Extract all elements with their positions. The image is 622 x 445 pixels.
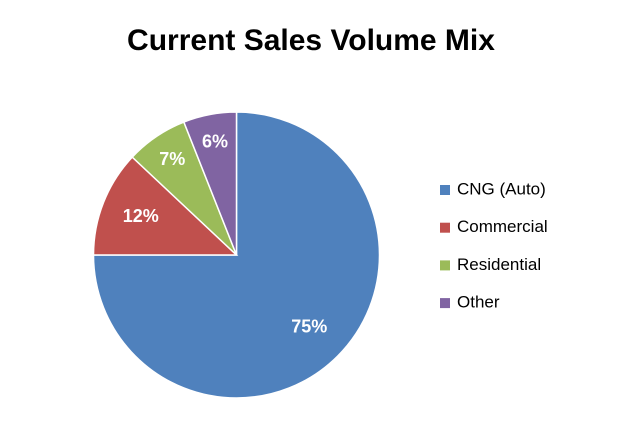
legend-label: Other (457, 293, 500, 312)
legend-label: Residential (457, 255, 541, 274)
chart-title: Current Sales Volume Mix (127, 24, 495, 57)
legend-label: CNG (Auto) (457, 179, 546, 198)
pie-slice (92, 156, 239, 256)
legend-swatch (440, 185, 450, 195)
data-label: 12% (123, 206, 159, 226)
data-label: 75% (291, 317, 327, 337)
data-label: 7% (159, 149, 185, 169)
pie-slice (182, 111, 238, 256)
legend-swatch (440, 260, 450, 271)
legend-swatch (440, 222, 450, 233)
pie-slice (92, 111, 381, 399)
data-label: 6% (202, 131, 228, 151)
legend-label: Commercial (457, 217, 548, 236)
legend-swatch (440, 298, 450, 309)
